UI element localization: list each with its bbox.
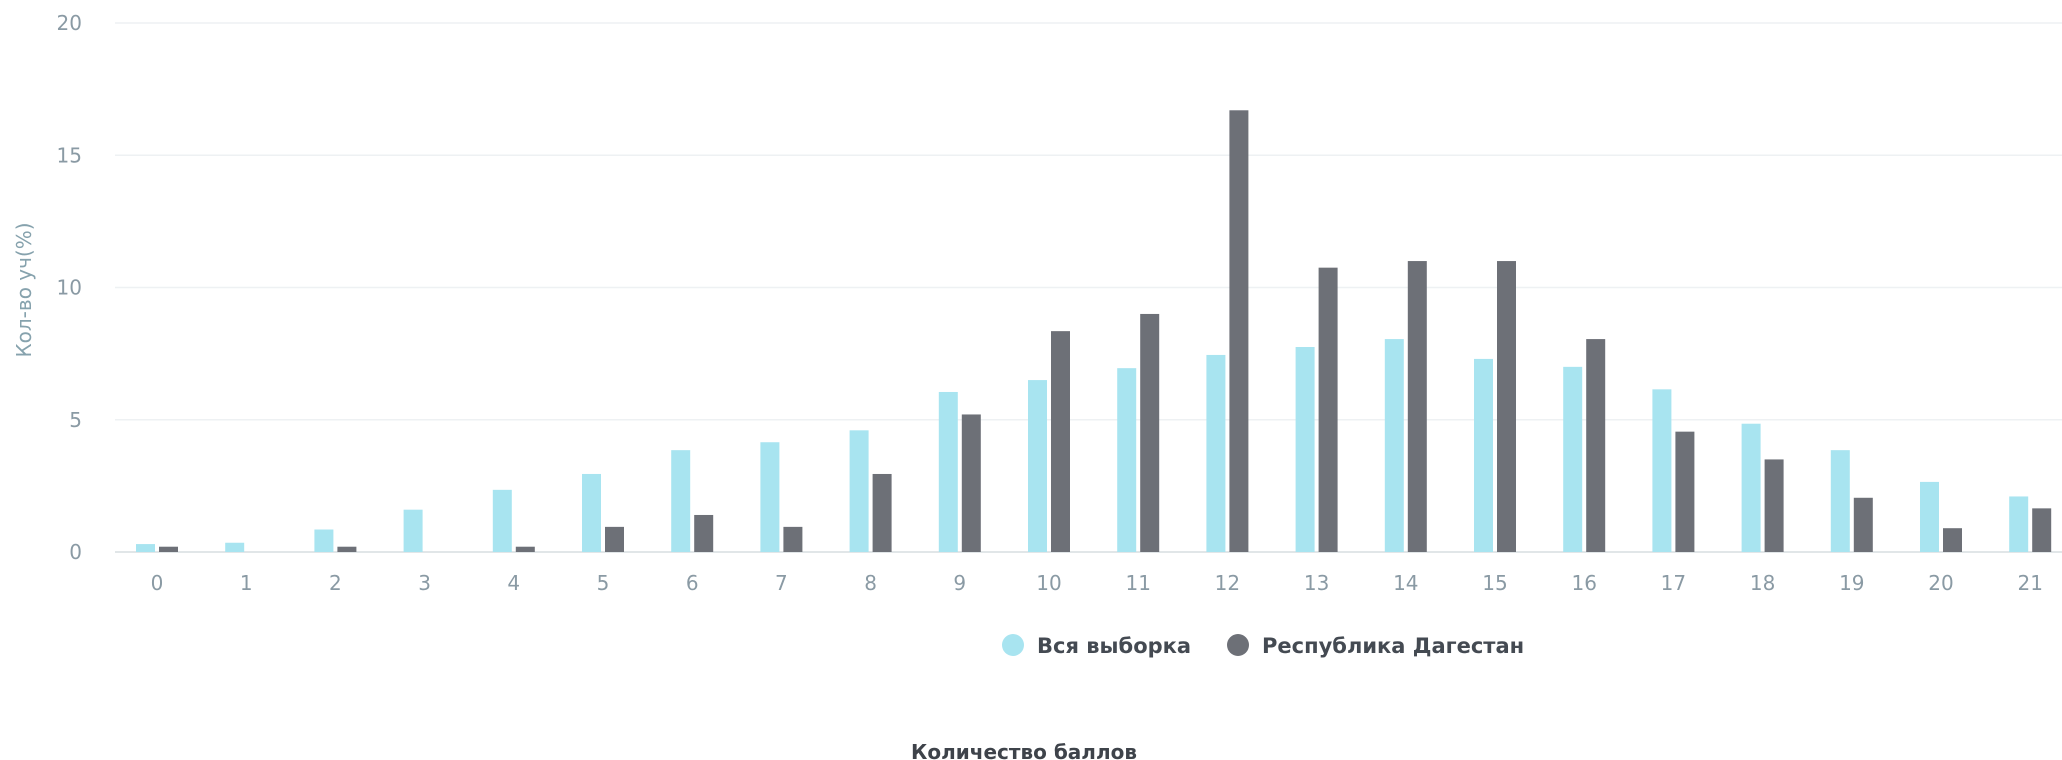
bar-dagestan[interactable] — [515, 546, 535, 552]
x-axis-title: Количество баллов — [911, 740, 1137, 760]
legend: Вся выборка Республика Дагестан — [1002, 634, 1524, 658]
bar-all-sample[interactable] — [1563, 366, 1583, 552]
legend-label-dagestan: Республика Дагестан — [1262, 634, 1524, 658]
bar-all-sample[interactable] — [1741, 423, 1761, 552]
x-tick-label: 16 — [1571, 571, 1596, 595]
x-tick-label: 19 — [1839, 571, 1864, 595]
bars — [136, 110, 2052, 552]
bar-dagestan[interactable] — [694, 514, 714, 552]
bar-dagestan[interactable] — [1407, 261, 1427, 552]
y-tick-label: 15 — [57, 143, 82, 167]
bar-all-sample[interactable] — [582, 473, 601, 552]
x-tick-label: 1 — [240, 571, 253, 595]
bar-all-sample[interactable] — [403, 509, 423, 552]
bar-all-sample[interactable] — [1295, 347, 1315, 552]
x-tick-label: 14 — [1393, 571, 1418, 595]
x-tick-label: 5 — [597, 571, 610, 595]
bar-dagestan[interactable] — [1853, 497, 1873, 552]
x-tick-label: 21 — [2017, 571, 2042, 595]
bar-dagestan[interactable] — [605, 526, 624, 552]
x-axis-ticks: 0 1 2 3 4 5 6 7 8 9 10 11 12 13 14 15 16 17 18 19 20 21 — [151, 571, 2043, 595]
bar-all-sample[interactable] — [1117, 368, 1137, 552]
bar-dagestan[interactable] — [1140, 313, 1160, 552]
legend-item-dagestan[interactable]: Республика Дагестан — [1227, 634, 1524, 658]
bar-dagestan[interactable] — [1586, 339, 1606, 552]
x-tick-label: 15 — [1482, 571, 1507, 595]
x-tick-label: 10 — [1036, 571, 1061, 595]
x-tick-label: 7 — [775, 571, 788, 595]
x-tick-label: 4 — [507, 571, 520, 595]
bar-all-sample[interactable] — [760, 442, 780, 552]
bar-dagestan[interactable] — [1318, 267, 1338, 552]
bar-dagestan[interactable] — [783, 526, 803, 552]
x-tick-label: 2 — [329, 571, 342, 595]
x-tick-label: 17 — [1661, 571, 1686, 595]
gridlines — [115, 22, 2062, 553]
x-tick-label: 18 — [1750, 571, 1775, 595]
bar-all-sample[interactable] — [671, 450, 691, 552]
bar-dagestan[interactable] — [1497, 261, 1516, 552]
y-axis-title: Кол-во уч(%) — [12, 222, 36, 357]
bar-dagestan[interactable] — [961, 414, 981, 552]
x-tick-label: 13 — [1304, 571, 1329, 595]
bar-all-sample[interactable] — [314, 529, 334, 552]
bar-dagestan[interactable] — [2032, 508, 2052, 552]
bar-dagestan[interactable] — [1051, 331, 1070, 552]
bar-dagestan[interactable] — [872, 473, 892, 552]
bar-dagestan[interactable] — [1675, 431, 1695, 552]
bar-all-sample[interactable] — [938, 391, 958, 552]
bar-all-sample[interactable] — [1384, 339, 1404, 552]
bar-all-sample[interactable] — [849, 430, 869, 552]
bar-dagestan[interactable] — [337, 546, 357, 552]
x-tick-label: 12 — [1215, 571, 1240, 595]
bar-all-sample[interactable] — [1652, 389, 1672, 552]
bar-all-sample[interactable] — [1830, 450, 1850, 552]
x-tick-label: 9 — [953, 571, 966, 595]
x-tick-label: 20 — [1928, 571, 1953, 595]
y-tick-label: 5 — [69, 408, 82, 432]
bar-dagestan[interactable] — [159, 546, 178, 552]
bar-dagestan[interactable] — [1229, 110, 1249, 552]
bar-dagestan[interactable] — [1943, 528, 1962, 552]
x-tick-label: 3 — [418, 571, 431, 595]
bar-all-sample[interactable] — [1028, 380, 1047, 552]
bar-dagestan[interactable] — [1764, 459, 1784, 552]
bar-all-sample[interactable] — [1206, 354, 1226, 552]
legend-item-all-sample[interactable]: Вся выборка — [1002, 634, 1191, 658]
x-tick-label: 8 — [864, 571, 877, 595]
x-tick-label: 0 — [151, 571, 164, 595]
bar-all-sample[interactable] — [492, 489, 512, 552]
x-tick-label: 11 — [1125, 571, 1150, 595]
bar-all-sample[interactable] — [1474, 358, 1493, 552]
x-tick-label: 6 — [686, 571, 699, 595]
legend-label-all-sample: Вся выборка — [1037, 634, 1191, 658]
bar-all-sample[interactable] — [225, 542, 245, 552]
y-tick-label: 20 — [57, 11, 82, 35]
bar-all-sample[interactable] — [136, 544, 155, 552]
legend-swatch-dagestan — [1227, 634, 1249, 656]
y-tick-label: 10 — [57, 276, 82, 300]
bar-all-sample[interactable] — [2009, 496, 2029, 552]
bar-all-sample[interactable] — [1920, 481, 1939, 552]
legend-swatch-all-sample — [1002, 634, 1024, 656]
y-axis-ticks: 0 5 10 15 20 — [57, 11, 82, 564]
y-tick-label: 0 — [69, 540, 82, 564]
